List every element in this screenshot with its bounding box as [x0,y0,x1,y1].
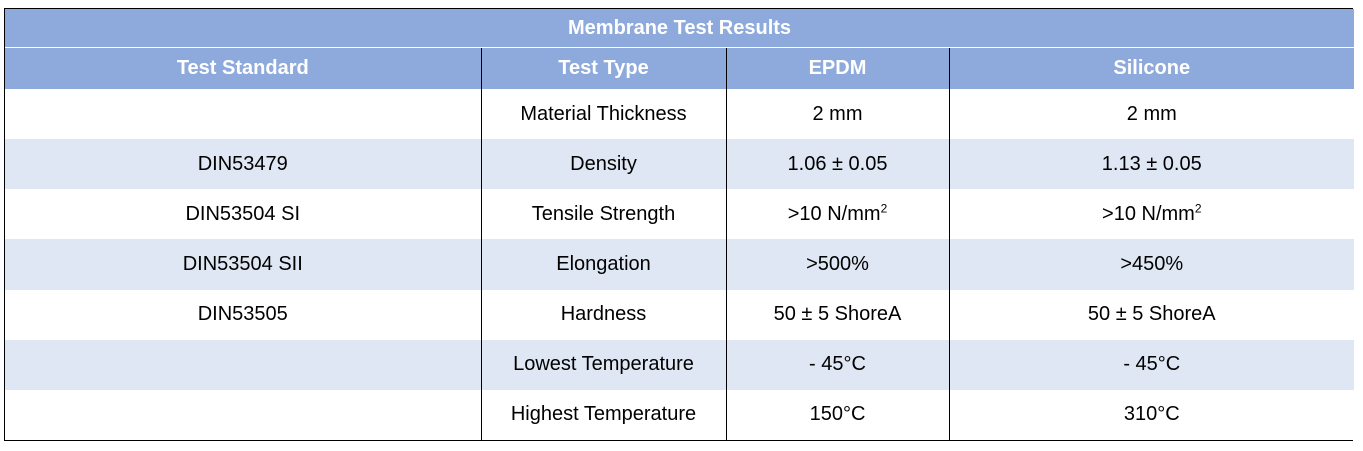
cell-type: Tensile Strength [480,189,726,240]
cell-silicone-value: >10 N/mm [1102,202,1195,225]
cell-epdm: 150°C [725,389,949,440]
superscript: 2 [1194,201,1202,216]
cell-silicone: >450% [948,239,1355,290]
cell-epdm: 2 mm [725,89,949,140]
cell-epdm: 1.06 ± 0.05 [725,139,949,190]
cell-silicone: 50 ± 5 ShoreA [948,289,1355,340]
cell-silicone: >10 N/mm2 [948,189,1355,240]
cell-standard [5,339,481,390]
membrane-test-results-table: Membrane Test Results Test Standard Test… [4,8,1355,441]
table-row: Highest Temperature 150°C 310°C [5,389,1355,440]
superscript: 2 [880,201,888,216]
cell-standard [5,389,481,440]
cell-standard: DIN53504 SII [5,239,481,290]
table-row: DIN53504 SI Tensile Strength >10 N/mm2 >… [5,189,1355,240]
header-test-type: Test Type [480,47,726,89]
cell-silicone: 1.13 ± 0.05 [948,139,1355,190]
cell-type: Lowest Temperature [480,339,726,390]
cell-epdm: - 45°C [725,339,949,390]
cell-type: Hardness [480,289,726,340]
cell-standard: DIN53504 SI [5,189,481,240]
cell-silicone: - 45°C [948,339,1355,390]
cell-type: Material Thickness [480,89,726,140]
cell-standard: DIN53479 [5,139,481,190]
table-row: Material Thickness 2 mm 2 mm [5,89,1355,140]
header-row: Test Standard Test Type EPDM Silicone [5,47,1355,89]
table-row: Lowest Temperature - 45°C - 45°C [5,339,1355,390]
table-row: DIN53505 Hardness 50 ± 5 ShoreA 50 ± 5 S… [5,289,1355,340]
cell-epdm: >500% [725,239,949,290]
header-test-standard: Test Standard [5,47,481,89]
cell-type: Highest Temperature [480,389,726,440]
table-title: Membrane Test Results [5,9,1355,48]
header-silicone: Silicone [948,47,1355,89]
cell-type: Elongation [480,239,726,290]
table-row: DIN53504 SII Elongation >500% >450% [5,239,1355,290]
cell-type: Density [480,139,726,190]
cell-silicone: 2 mm [948,89,1355,140]
results-table: Membrane Test Results Test Standard Test… [5,9,1355,440]
cell-epdm: 50 ± 5 ShoreA [725,289,949,340]
cell-standard [5,89,481,140]
cell-standard: DIN53505 [5,289,481,340]
cell-epdm: >10 N/mm2 [725,189,949,240]
header-epdm: EPDM [725,47,949,89]
cell-silicone: 310°C [948,389,1355,440]
table-row: DIN53479 Density 1.06 ± 0.05 1.13 ± 0.05 [5,139,1355,190]
title-row: Membrane Test Results [5,9,1355,48]
cell-epdm-value: >10 N/mm [787,202,881,225]
